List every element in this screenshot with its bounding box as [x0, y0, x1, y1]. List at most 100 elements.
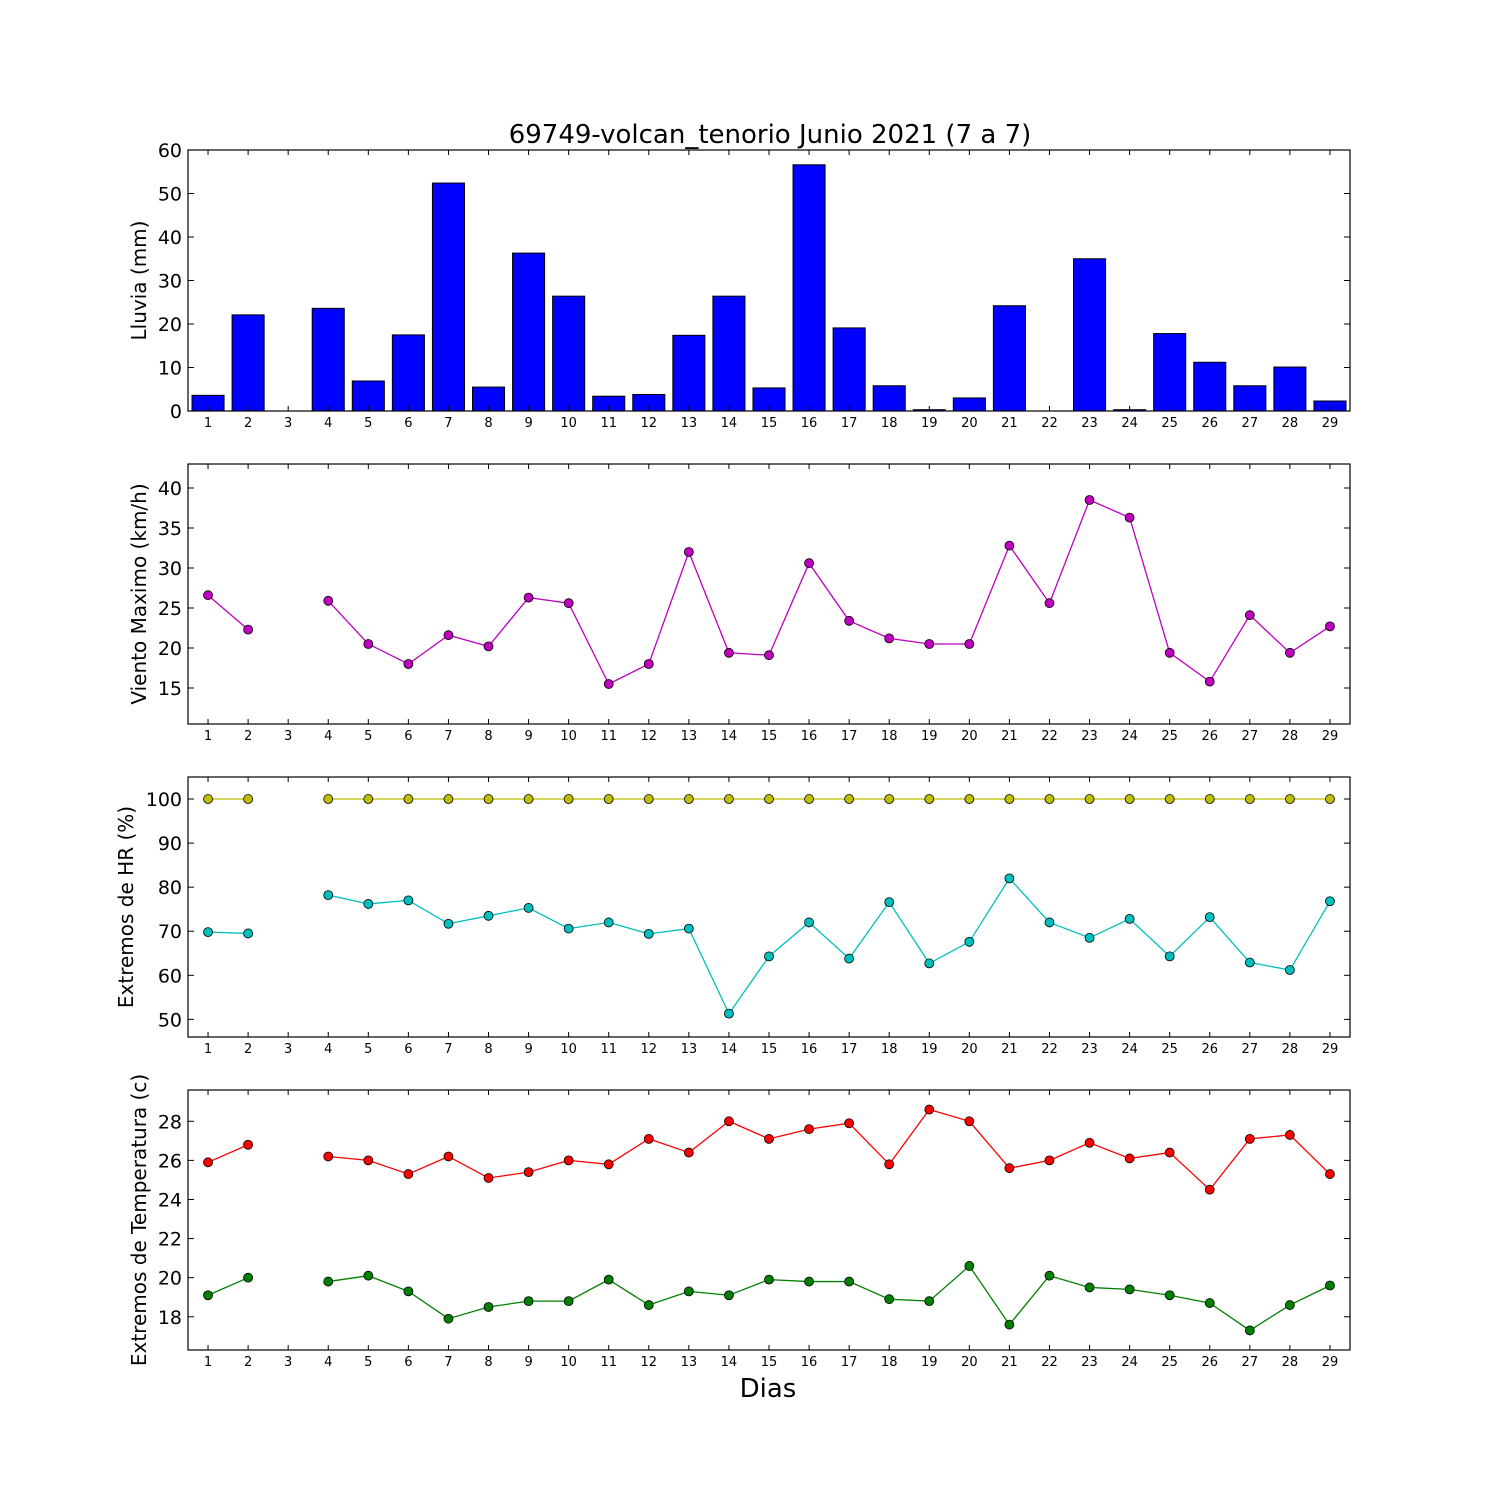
- x-tick-label: 20: [961, 729, 978, 744]
- y-tick-label: 40: [158, 478, 182, 500]
- series-2-point-day-24: [1124, 1284, 1135, 1295]
- x-tick-label: 6: [404, 1042, 412, 1057]
- series-2-point-day-26: [1204, 912, 1215, 923]
- y-tick-label: 35: [158, 518, 182, 540]
- series-2-point-day-22: [1044, 1270, 1055, 1281]
- y-tick-label: 70: [158, 921, 182, 943]
- series-1-point-day-4: [323, 1151, 334, 1162]
- series-1-point-day-22: [1044, 1155, 1055, 1166]
- series-2-point-day-14: [724, 1290, 734, 1301]
- x-tick-label: 13: [681, 1355, 698, 1370]
- series-1-point-day-14: [724, 1116, 734, 1127]
- series-1-point-day-19: [924, 639, 935, 649]
- y-tick-label: 20: [158, 638, 182, 660]
- series-2-point-day-6: [403, 1286, 414, 1297]
- series-2-point-day-11: [603, 1274, 614, 1285]
- x-tick-label: 26: [1201, 729, 1218, 744]
- series-2-point-day-5: [363, 899, 374, 909]
- series-1-line: [328, 1108, 1331, 1191]
- x-tick-label: 13: [681, 729, 698, 744]
- series-2-point-day-13: [683, 923, 694, 934]
- series-1-point-day-19: [924, 1104, 935, 1115]
- series-1-point-day-7: [443, 630, 454, 641]
- series-1-point-day-29: [1325, 1169, 1335, 1179]
- series-2-point-day-19: [924, 958, 935, 969]
- series-2-point-day-16: [804, 1276, 814, 1287]
- series-1-point-day-25: [1164, 647, 1175, 658]
- x-tick-label: 16: [801, 1042, 818, 1057]
- y-tick-label: 28: [158, 1111, 182, 1133]
- y-tick-label: 30: [158, 271, 182, 293]
- series-1-point-day-16: [804, 558, 814, 569]
- series-1-point-day-21: [1004, 1163, 1015, 1174]
- series-1-point-day-26: [1204, 794, 1215, 804]
- panel-2-frame: [187, 463, 1351, 725]
- x-tick-label: 9: [524, 416, 532, 431]
- series-1-point-day-23: [1084, 794, 1095, 804]
- x-tick-label: 27: [1242, 729, 1259, 744]
- series-1-point-day-10: [563, 794, 574, 804]
- x-tick-label: 20: [961, 416, 978, 431]
- series-1-point-day-20: [964, 639, 975, 649]
- bar-day-27: [1233, 385, 1267, 412]
- series-1-point-day-10: [563, 598, 574, 609]
- x-axis-label: Dias: [740, 1374, 797, 1404]
- x-tick-label: 15: [761, 416, 778, 431]
- x-tick-label: 8: [484, 1355, 492, 1370]
- x-tick-label: 14: [721, 1042, 738, 1057]
- series-1-point-day-8: [483, 794, 494, 804]
- series-2-point-day-4: [323, 890, 334, 900]
- x-tick-label: 14: [721, 729, 738, 744]
- y-tick-label: 40: [158, 227, 182, 249]
- series-1-point-day-20: [964, 1116, 975, 1127]
- series-1-point-day-11: [603, 1159, 614, 1170]
- y-tick-label: 60: [158, 965, 182, 987]
- series-1-point-day-5: [363, 1155, 374, 1166]
- y-tick-label: 24: [158, 1189, 182, 1211]
- x-tick-label: 17: [841, 416, 858, 431]
- series-2-point-day-25: [1164, 1290, 1175, 1301]
- bar-day-10: [552, 295, 586, 412]
- series-1-point-day-6: [403, 794, 414, 804]
- y-tick-label: 90: [158, 833, 182, 855]
- x-tick-label: 29: [1322, 1042, 1339, 1057]
- x-tick-label: 10: [560, 416, 577, 431]
- series-1-point-day-16: [804, 794, 814, 804]
- series-1-line: [207, 1144, 249, 1163]
- series-1-point-day-5: [363, 794, 374, 804]
- series-2-line: [207, 1277, 249, 1296]
- x-tick-label: 27: [1242, 1042, 1259, 1057]
- series-1-point-day-12: [643, 659, 654, 669]
- x-tick-label: 29: [1322, 416, 1339, 431]
- x-tick-label: 28: [1282, 416, 1299, 431]
- series-2-point-day-11: [603, 917, 614, 928]
- series-2-point-day-23: [1084, 932, 1095, 943]
- series-1-point-day-2: [243, 1139, 254, 1150]
- series-1-point-day-12: [643, 1133, 654, 1144]
- x-tick-label: 10: [560, 1042, 577, 1057]
- x-tick-label: 13: [681, 416, 698, 431]
- x-tick-label: 23: [1081, 1355, 1098, 1370]
- x-tick-label: 7: [444, 729, 452, 744]
- x-tick-label: 23: [1081, 729, 1098, 744]
- series-1-point-day-15: [764, 794, 774, 804]
- x-tick-label: 9: [524, 729, 532, 744]
- series-2-line: [208, 931, 249, 935]
- series-1-point-day-4: [323, 794, 334, 804]
- x-tick-label: 5: [364, 1042, 372, 1057]
- series-1-point-day-17: [844, 794, 855, 804]
- series-1-point-day-26: [1204, 1184, 1215, 1195]
- series-2-point-day-20: [964, 1261, 975, 1271]
- series-1-point-day-20: [964, 794, 975, 804]
- series-2-point-day-29: [1325, 1280, 1335, 1291]
- y-tick-label: 26: [158, 1150, 182, 1172]
- bar-day-28: [1273, 366, 1307, 412]
- series-1-point-day-24: [1124, 1153, 1135, 1164]
- series-2-point-day-28: [1285, 965, 1295, 975]
- series-2-point-day-17: [844, 953, 855, 964]
- series-1-point-day-14: [724, 647, 734, 658]
- series-1-point-day-17: [844, 1118, 855, 1129]
- series-2-point-day-16: [804, 917, 814, 928]
